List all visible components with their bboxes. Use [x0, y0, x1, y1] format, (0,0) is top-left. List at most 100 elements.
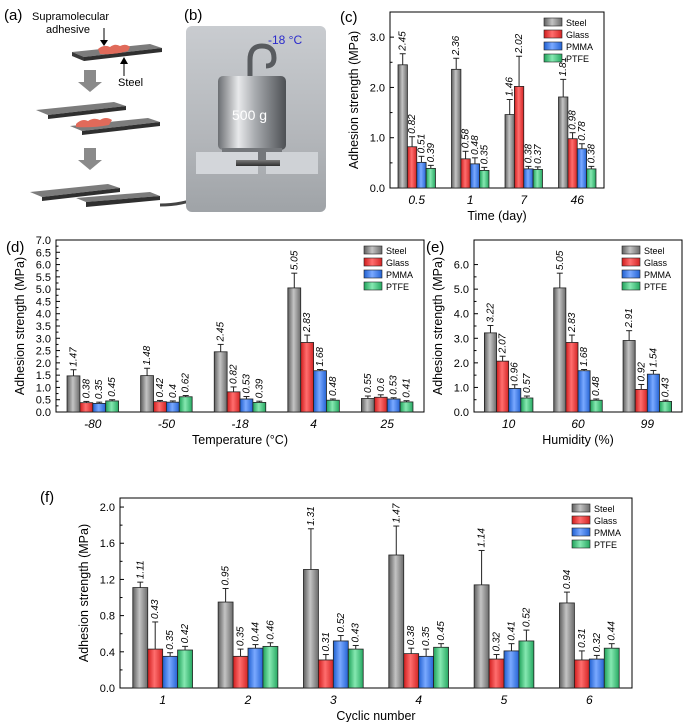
bonded-plate-bottom-front	[86, 196, 160, 207]
bar-pmma	[162, 655, 179, 689]
legend-label-pmma: PMMA	[566, 42, 593, 52]
bonded-plate-top-front	[42, 188, 120, 201]
data-label: 0.41	[506, 621, 517, 640]
y-axis-title: Adhesion strength (MPa)	[13, 257, 27, 395]
legend-label-pmma: PMMA	[644, 270, 671, 280]
data-label: 0.98	[568, 110, 579, 130]
plot-frame	[119, 497, 633, 689]
bar-steel	[504, 114, 515, 189]
bar-ptfe	[518, 640, 535, 689]
x-tick-label: 1	[159, 693, 166, 707]
data-label: 5.05	[555, 250, 566, 270]
legend-label-glass: Glass	[566, 30, 590, 40]
data-label: 0.94	[562, 569, 573, 589]
legend-label-steel: Steel	[566, 18, 587, 28]
chart-d: (d)0.00.51.01.52.02.53.03.54.04.55.05.56…	[6, 235, 425, 447]
data-label: 0.46	[265, 620, 276, 640]
y-tick-label: 3.0	[370, 32, 385, 44]
down-arrow-1	[78, 70, 102, 92]
y-tick-label: 1.0	[454, 382, 469, 394]
bar-ptfe	[178, 396, 193, 413]
bar-ptfe	[177, 649, 193, 689]
data-label: 0.31	[577, 628, 588, 647]
data-label: 1.54	[648, 348, 659, 368]
y-axis-title: Adhesion strength (MPa)	[77, 524, 91, 662]
photo-weight: 500 g	[232, 107, 267, 123]
data-label: 2.45	[216, 322, 227, 343]
panel-c-letter: (c)	[340, 9, 358, 26]
bar-ptfe	[326, 399, 340, 413]
x-axis-title: Humidity (%)	[542, 433, 614, 447]
data-label: 0.82	[407, 114, 418, 134]
bar-pmma	[523, 168, 534, 189]
weight-hook	[247, 43, 277, 76]
photo-substrate-left	[196, 152, 258, 174]
bar-glass	[373, 396, 388, 413]
legend-label-steel: Steel	[644, 246, 665, 256]
bar-ptfe	[105, 400, 119, 413]
bar-steel	[397, 64, 408, 189]
adhesive-label-line1: Supramolecular	[32, 11, 109, 23]
y-tick-label: 3.5	[36, 321, 51, 333]
x-tick-label: 46	[571, 193, 585, 207]
data-label: 0.32	[492, 632, 503, 652]
legend-swatch-ptfe	[363, 281, 383, 291]
bar-pmma	[646, 373, 660, 413]
bar-pmma	[247, 647, 264, 689]
plot-frame	[389, 11, 605, 189]
data-label: 2.83	[302, 312, 313, 333]
y-tick-label: 0.8	[100, 611, 115, 623]
y-tick-label: 0.5	[36, 395, 51, 407]
y-tick-label: 0.0	[100, 683, 115, 695]
bar-ptfe	[262, 645, 279, 689]
y-tick-label: 2.0	[370, 82, 385, 94]
y-tick-label: 2.0	[36, 358, 51, 370]
chart-c: (c) 0.0 1.0 2.0 3.0 Adhesion strength (MPa) Ti…	[340, 9, 605, 223]
data-label: 3.22	[485, 303, 496, 323]
legend-label-pmma: PMMA	[386, 270, 413, 280]
panel-d-letter: (d)	[6, 239, 24, 256]
y-tick-label: 1.2	[100, 574, 115, 586]
legend-swatch-glass	[621, 257, 641, 267]
y-tick-label: 4.0	[36, 309, 51, 321]
data-label: 1.14	[477, 528, 488, 548]
data-label: 0.62	[181, 373, 192, 393]
steel-plate-1-front	[84, 48, 162, 61]
bar-steel	[473, 584, 490, 689]
bar-pmma	[588, 658, 605, 689]
data-label: 0.43	[351, 623, 362, 643]
bar-ptfe	[659, 401, 673, 413]
data-label: 0.96	[510, 362, 521, 382]
x-tick-label: 99	[641, 417, 655, 431]
data-label: 0.35	[165, 630, 176, 650]
bar-steel	[303, 569, 319, 689]
legend-swatch-ptfe	[543, 53, 563, 63]
data-label: 0.35	[479, 144, 490, 164]
data-label: 0.41	[402, 378, 413, 397]
x-tick-label: 4	[310, 417, 317, 431]
legend-label-glass: Glass	[386, 258, 410, 268]
legend-swatch-glass	[363, 257, 383, 267]
bar-pmma	[332, 640, 349, 689]
chart-f: (f) 0.0 0.4 0.8 1.2 1.6 2.0 Adhesion strength (…	[40, 489, 633, 722]
y-tick-label: 5.0	[36, 284, 51, 296]
data-label: 0.48	[470, 135, 481, 155]
legend-label-glass: Glass	[644, 258, 668, 268]
bar-pmma	[469, 163, 481, 189]
data-label: 0.55	[363, 373, 374, 393]
y-tick-label: 0.0	[36, 407, 51, 419]
y-tick-label: 0.4	[100, 647, 115, 659]
bonded-plate-bottom	[76, 192, 160, 202]
bar-ptfe	[532, 168, 543, 189]
bar-pmma	[239, 398, 254, 413]
bar-steel	[388, 554, 405, 689]
data-label: 1.81	[558, 57, 569, 76]
steel-label: Steel	[118, 77, 143, 89]
data-label: 0.32	[592, 633, 603, 653]
legend-label-ptfe: PTFE	[644, 282, 667, 292]
data-label: 1.11	[135, 560, 146, 579]
photo-temperature: -18 °C	[268, 33, 302, 47]
bar-glass	[574, 659, 590, 689]
data-label: 2.02	[514, 33, 525, 54]
